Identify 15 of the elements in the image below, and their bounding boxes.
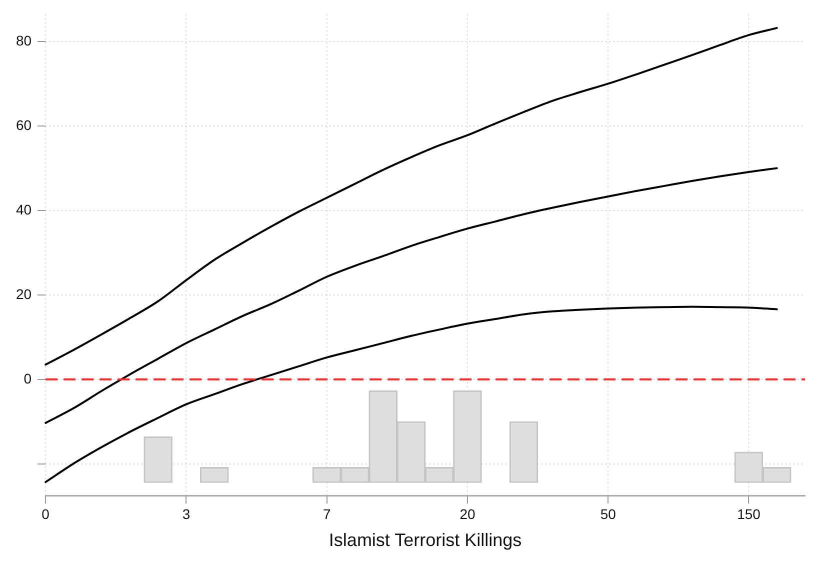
y-tick-label: 0 [24, 370, 32, 386]
y-tick-label: 80 [16, 32, 32, 48]
y-tick-label: 60 [16, 116, 32, 133]
line-series [44, 26, 778, 366]
line-series [44, 167, 778, 424]
line-series [44, 306, 778, 484]
x-tick-label: 150 [737, 506, 761, 522]
x-tick-label: 3 [182, 506, 190, 522]
y-tick-label: 20 [16, 286, 32, 302]
x-tick-label: 50 [600, 506, 616, 522]
x-axis-title: Islamist Terrorist Killings [328, 530, 522, 550]
x-tick-label: 0 [42, 506, 50, 522]
y-tick-label: 40 [16, 201, 32, 218]
x-tick-label: 7 [322, 506, 331, 522]
x-tick-label: 20 [460, 506, 476, 522]
